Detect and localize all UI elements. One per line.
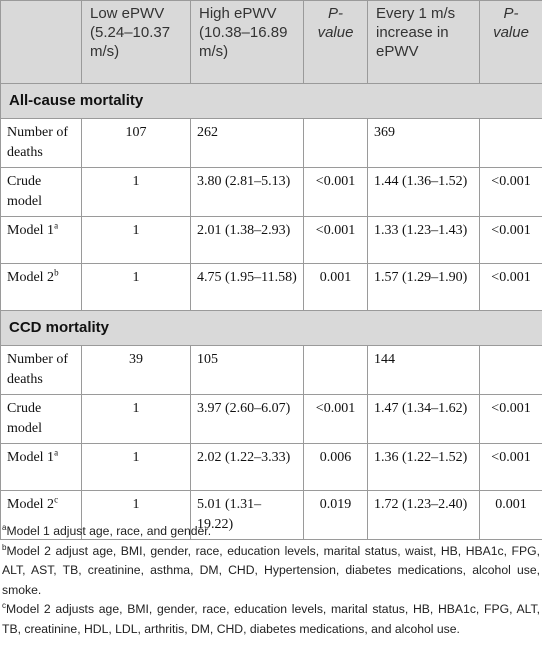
row-label-text: Model 2: [7, 497, 55, 512]
section-title: CCD mortality: [0, 310, 542, 346]
row-label-text: Number of deaths: [7, 352, 69, 387]
every-cell: 369: [367, 118, 480, 168]
low-cell: 39: [81, 345, 191, 395]
table-row: Crude model 1 3.80 (2.81–5.13) <0.001 1.…: [0, 167, 542, 217]
table-header-row: Low ePWV (5.24–10.37 m/s) High ePWV (10.…: [0, 0, 542, 84]
high-cell: 4.75 (1.95–11.58): [190, 263, 304, 311]
section-title-row: All-cause mortality: [0, 83, 542, 119]
section-title-row: CCD mortality: [0, 310, 542, 346]
every-cell: 1.44 (1.36–1.52): [367, 167, 480, 217]
p-value-cell: 0.019: [303, 490, 368, 540]
row-label: Model 2c: [0, 490, 82, 540]
high-cell: 2.02 (1.22–3.33): [190, 443, 304, 491]
table-row: Number of deaths 39 105 144: [0, 345, 542, 395]
table-row: Model 1a 1 2.01 (1.38–2.93) <0.001 1.33 …: [0, 216, 542, 264]
header-p-value-1: P-value: [303, 0, 368, 84]
high-cell: 3.97 (2.60–6.07): [190, 394, 304, 444]
low-cell: 1: [81, 394, 191, 444]
p-value-cell: <0.001: [479, 167, 542, 217]
footnote-c: cModel 2 adjusts age, BMI, gender, race,…: [0, 600, 542, 639]
row-label: Crude model: [0, 167, 82, 217]
high-cell: 5.01 (1.31–19.22): [190, 490, 304, 540]
p-value-cell: [303, 118, 368, 168]
header-p-value-2: P-value: [479, 0, 542, 84]
every-cell: 1.47 (1.34–1.62): [367, 394, 480, 444]
every-cell: 1.36 (1.22–1.52): [367, 443, 480, 491]
footnote-text: Model 2 adjust age, BMI, gender, race, e…: [2, 543, 540, 597]
row-label-text: Crude model: [7, 174, 42, 209]
row-label-text: Model 1: [7, 223, 55, 238]
row-label: Number of deaths: [0, 118, 82, 168]
high-cell: 2.01 (1.38–2.93): [190, 216, 304, 264]
footnote-marker: b: [54, 267, 59, 278]
p-value-cell: <0.001: [479, 394, 542, 444]
row-label: Model 1a: [0, 216, 82, 264]
p-value-cell: [479, 118, 542, 168]
header-p-value-2-text: P-value: [493, 5, 529, 41]
high-cell: 3.80 (2.81–5.13): [190, 167, 304, 217]
p-value-cell: <0.001: [479, 216, 542, 264]
results-table: Low ePWV (5.24–10.37 m/s) High ePWV (10.…: [0, 0, 542, 540]
row-label: Crude model: [0, 394, 82, 444]
row-label-text: Crude model: [7, 401, 42, 436]
table-row: Model 2b 1 4.75 (1.95–11.58) 0.001 1.57 …: [0, 263, 542, 311]
high-cell: 105: [190, 345, 304, 395]
p-value-cell: [479, 345, 542, 395]
footnote-marker: a: [54, 447, 59, 458]
header-every-increase: Every 1 m/s increase in ePWV: [367, 0, 480, 84]
table-row: Model 1a 1 2.02 (1.22–3.33) 0.006 1.36 (…: [0, 443, 542, 491]
header-p-value-1-text: P-value: [317, 5, 354, 41]
footnote-mark: b: [2, 542, 7, 552]
row-label-text: Model 2: [7, 270, 55, 285]
row-label: Model 2b: [0, 263, 82, 311]
footnote-a: aModel 1 adjust age, race, and gender.: [0, 522, 542, 542]
low-cell: 107: [81, 118, 191, 168]
low-cell: 1: [81, 216, 191, 264]
footnote-text: Model 1 adjust age, race, and gender.: [6, 524, 212, 538]
every-cell: 1.72 (1.23–2.40): [367, 490, 480, 540]
table-row: Crude model 1 3.97 (2.60–6.07) <0.001 1.…: [0, 394, 542, 444]
table-row: Model 2c 1 5.01 (1.31–19.22) 0.019 1.72 …: [0, 490, 542, 540]
row-label: Number of deaths: [0, 345, 82, 395]
row-label-text: Number of deaths: [7, 125, 69, 160]
row-label-text: Model 1: [7, 450, 55, 465]
p-value-cell: <0.001: [479, 443, 542, 491]
footnote-marker: c: [54, 494, 59, 505]
p-value-cell: <0.001: [303, 216, 368, 264]
every-cell: 1.57 (1.29–1.90): [367, 263, 480, 311]
header-empty-cell: [0, 0, 82, 84]
footnote-mark: c: [2, 600, 6, 610]
high-cell: 262: [190, 118, 304, 168]
low-cell: 1: [81, 263, 191, 311]
p-value-cell: [303, 345, 368, 395]
table-row: Number of deaths 107 262 369: [0, 118, 542, 168]
footnote-b: bModel 2 adjust age, BMI, gender, race, …: [0, 542, 542, 601]
p-value-cell: 0.006: [303, 443, 368, 491]
p-value-cell: 0.001: [303, 263, 368, 311]
section-title: All-cause mortality: [0, 83, 542, 119]
p-value-cell: 0.001: [479, 490, 542, 540]
header-low-epwv: Low ePWV (5.24–10.37 m/s): [81, 0, 191, 84]
p-value-cell: <0.001: [303, 394, 368, 444]
p-value-cell: <0.001: [479, 263, 542, 311]
low-cell: 1: [81, 490, 191, 540]
footnote-text: Model 2 adjusts age, BMI, gender, race, …: [2, 602, 540, 636]
low-cell: 1: [81, 443, 191, 491]
p-value-cell: <0.001: [303, 167, 368, 217]
row-label: Model 1a: [0, 443, 82, 491]
every-cell: 1.33 (1.23–1.43): [367, 216, 480, 264]
footnote-mark: a: [2, 522, 7, 532]
footnotes: aModel 1 adjust age, race, and gender. b…: [0, 522, 542, 639]
header-high-epwv: High ePWV (10.38–16.89 m/s): [190, 0, 304, 84]
footnote-marker: a: [54, 220, 59, 231]
low-cell: 1: [81, 167, 191, 217]
every-cell: 144: [367, 345, 480, 395]
